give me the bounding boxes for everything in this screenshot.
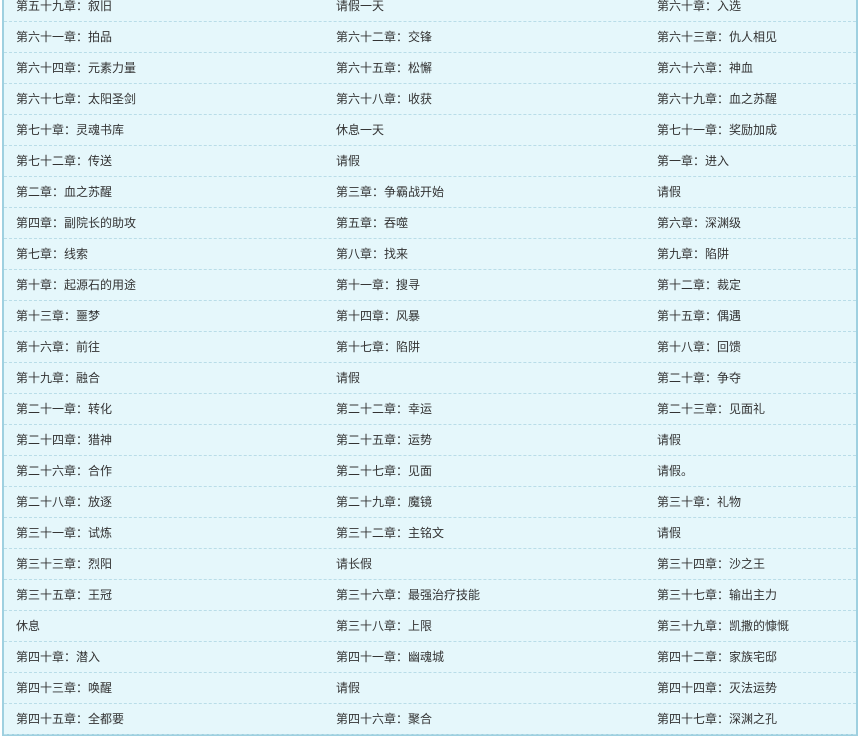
chapter-link[interactable]: 第六十二章：交锋 — [336, 30, 433, 44]
chapter-link[interactable]: 第三十四章：沙之王 — [657, 557, 766, 571]
chapter-link[interactable]: 第十四章：风暴 — [336, 309, 421, 323]
chapter-row: 第三十一章：试炼 第三十二章：主铭文 请假 — [4, 518, 856, 549]
chapter-link[interactable]: 第二十八章：放逐 — [16, 495, 113, 509]
chapter-link[interactable]: 第二十章：争夺 — [657, 371, 742, 385]
chapter-row: 第二十六章：合作 第二十七章：见面 请假。 — [4, 456, 856, 487]
chapter-link[interactable]: 第四十三章：唤醒 — [16, 681, 113, 695]
chapter-link[interactable]: 休息一天 — [336, 123, 385, 137]
chapter-link[interactable]: 第三十二章：主铭文 — [336, 526, 445, 540]
chapter-link[interactable]: 第六十八章：收获 — [336, 92, 433, 106]
chapter-link[interactable]: 第二十一章：转化 — [16, 402, 113, 416]
chapter-row: 第二十四章：猎神 第二十五章：运势 请假 — [4, 425, 856, 456]
chapter-link[interactable]: 第四十五章：全都要 — [16, 712, 125, 726]
chapter-row: 第四十五章：全都要 第四十六章：聚合 第四十七章：深渊之孔 — [4, 704, 856, 735]
chapter-row: 第四章：副院长的助攻 第五章：吞噬 第六章：深渊级 — [4, 208, 856, 239]
chapter-row: 第十九章：融合 请假 第二十章：争夺 — [4, 363, 856, 394]
chapter-link[interactable]: 第十七章：陷阱 — [336, 340, 421, 354]
chapter-link[interactable]: 第三十九章：凯撒的慷慨 — [657, 619, 790, 633]
chapter-link[interactable]: 第六十五章：松懈 — [336, 61, 433, 75]
chapter-link[interactable]: 第三十八章：上限 — [336, 619, 433, 633]
chapter-row: 第四十章：潜入 第四十一章：幽魂城 第四十二章：家族宅邸 — [4, 642, 856, 673]
chapter-link[interactable]: 第二十七章：见面 — [336, 464, 433, 478]
chapter-link[interactable]: 第二十三章：见面礼 — [657, 402, 766, 416]
chapter-row: 休息 第三十八章：上限 第三十九章：凯撒的慷慨 — [4, 611, 856, 642]
chapter-link[interactable]: 请假 — [657, 433, 682, 447]
chapter-row: 第二十八章：放逐 第二十九章：魔镜 第三十章：礼物 — [4, 487, 856, 518]
chapter-link[interactable]: 第二十四章：猎神 — [16, 433, 113, 447]
chapter-link[interactable]: 第二十六章：合作 — [16, 464, 113, 478]
chapter-link[interactable]: 第七章：线索 — [16, 247, 89, 261]
chapter-link[interactable]: 第十二章：裁定 — [657, 278, 742, 292]
chapter-link[interactable]: 第六十三章：仇人相见 — [657, 30, 778, 44]
chapter-link[interactable]: 请假 — [336, 154, 361, 168]
chapter-link[interactable]: 第七十一章：奖励加成 — [657, 123, 778, 137]
chapter-link[interactable]: 第七十章：灵魂书库 — [16, 123, 125, 137]
chapter-row: 第六十七章：太阳圣剑 第六十八章：收获 第六十九章：血之苏醒 — [4, 84, 856, 115]
chapter-row: 第五十九章：叙旧 请假一天 第六十章：入选 — [4, 0, 856, 22]
chapter-link[interactable]: 请长假 — [336, 557, 373, 571]
chapter-row: 第三十三章：烈阳 请长假 第三十四章：沙之王 — [4, 549, 856, 580]
chapter-link[interactable]: 请假 — [336, 681, 361, 695]
chapter-list-grid: 第五十九章：叙旧 请假一天 第六十章：入选第六十一章：拍品 第六十二章：交锋 第六十三章… — [4, 0, 856, 735]
chapter-link[interactable]: 第三十一章：试炼 — [16, 526, 113, 540]
chapter-link[interactable]: 第四十章：潜入 — [16, 650, 101, 664]
chapter-link[interactable]: 第六十四章：元素力量 — [16, 61, 137, 75]
chapter-link[interactable]: 第十八章：回馈 — [657, 340, 742, 354]
chapter-link[interactable]: 第六十九章：血之苏醒 — [657, 92, 778, 106]
chapter-row: 第二十一章：转化 第二十二章：幸运 第二十三章：见面礼 — [4, 394, 856, 425]
chapter-link[interactable]: 第六十六章：神血 — [657, 61, 754, 75]
chapter-row: 第十三章：噩梦 第十四章：风暴 第十五章：偶遇 — [4, 301, 856, 332]
chapter-link[interactable]: 第三章：争霸战开始 — [336, 185, 445, 199]
chapter-link[interactable]: 第五十九章：叙旧 — [16, 0, 113, 13]
chapter-link[interactable]: 休息 — [16, 619, 41, 633]
chapter-row: 第七十二章：传送 请假 第一章：进入 — [4, 146, 856, 177]
chapter-link[interactable]: 第五章：吞噬 — [336, 216, 409, 230]
chapter-link[interactable]: 第四十六章：聚合 — [336, 712, 433, 726]
chapter-link[interactable]: 第二十二章：幸运 — [336, 402, 433, 416]
chapter-link[interactable]: 第十章：起源石的用途 — [16, 278, 137, 292]
chapter-link[interactable]: 第四十二章：家族宅邸 — [657, 650, 778, 664]
chapter-link[interactable]: 请假 — [657, 526, 682, 540]
chapter-row: 第六十四章：元素力量 第六十五章：松懈 第六十六章：神血 — [4, 53, 856, 84]
chapter-link[interactable]: 第九章：陷阱 — [657, 247, 730, 261]
chapter-link[interactable]: 第三十七章：输出主力 — [657, 588, 778, 602]
chapter-row: 第六十一章：拍品 第六十二章：交锋 第六十三章：仇人相见 — [4, 22, 856, 53]
chapter-link[interactable]: 第十三章：噩梦 — [16, 309, 101, 323]
chapter-row: 第三十五章：王冠 第三十六章：最强治疗技能 第三十七章：输出主力 — [4, 580, 856, 611]
chapter-row: 第七章：线索 第八章：找来 第九章：陷阱 — [4, 239, 856, 270]
chapter-link[interactable]: 请假 — [336, 371, 361, 385]
chapter-link[interactable]: 第一章：进入 — [657, 154, 730, 168]
chapter-link[interactable]: 第六十七章：太阳圣剑 — [16, 92, 137, 106]
chapter-link[interactable]: 第二章：血之苏醒 — [16, 185, 113, 199]
chapter-link[interactable]: 第四十七章：深渊之孔 — [657, 712, 778, 726]
chapter-link[interactable]: 第十九章：融合 — [16, 371, 101, 385]
chapter-link[interactable]: 第七十二章：传送 — [16, 154, 113, 168]
chapter-link[interactable]: 请假一天 — [336, 0, 385, 13]
chapter-row: 第十章：起源石的用途 第十一章：搜寻 第十二章：裁定 — [4, 270, 856, 301]
chapter-row: 第二章：血之苏醒 第三章：争霸战开始 请假 — [4, 177, 856, 208]
chapter-link[interactable]: 请假 — [657, 185, 682, 199]
chapter-link[interactable]: 请假。 — [657, 464, 694, 478]
chapter-link[interactable]: 第六十一章：拍品 — [16, 30, 113, 44]
chapter-link[interactable]: 第三十六章：最强治疗技能 — [336, 588, 481, 602]
chapter-link[interactable]: 第十五章：偶遇 — [657, 309, 742, 323]
chapter-link[interactable]: 第六章：深渊级 — [657, 216, 742, 230]
chapter-link[interactable]: 第六十章：入选 — [657, 0, 742, 13]
chapter-link[interactable]: 第三十章：礼物 — [657, 495, 742, 509]
chapter-link[interactable]: 第八章：找来 — [336, 247, 409, 261]
chapter-link[interactable]: 第三十五章：王冠 — [16, 588, 113, 602]
chapter-link[interactable]: 第三十三章：烈阳 — [16, 557, 113, 571]
chapter-row: 第四十三章：唤醒 请假 第四十四章：灭法运势 — [4, 673, 856, 704]
chapter-row: 第七十章：灵魂书库 休息一天 第七十一章：奖励加成 — [4, 115, 856, 146]
chapter-link[interactable]: 第二十九章：魔镜 — [336, 495, 433, 509]
chapter-link[interactable]: 第十一章：搜寻 — [336, 278, 421, 292]
chapter-row: 第十六章：前往 第十七章：陷阱 第十八章：回馈 — [4, 332, 856, 363]
chapter-link[interactable]: 第四十一章：幽魂城 — [336, 650, 445, 664]
chapter-link[interactable]: 第十六章：前往 — [16, 340, 101, 354]
chapter-link[interactable]: 第四十四章：灭法运势 — [657, 681, 778, 695]
chapter-link[interactable]: 第四章：副院长的助攻 — [16, 216, 137, 230]
chapter-link[interactable]: 第二十五章：运势 — [336, 433, 433, 447]
